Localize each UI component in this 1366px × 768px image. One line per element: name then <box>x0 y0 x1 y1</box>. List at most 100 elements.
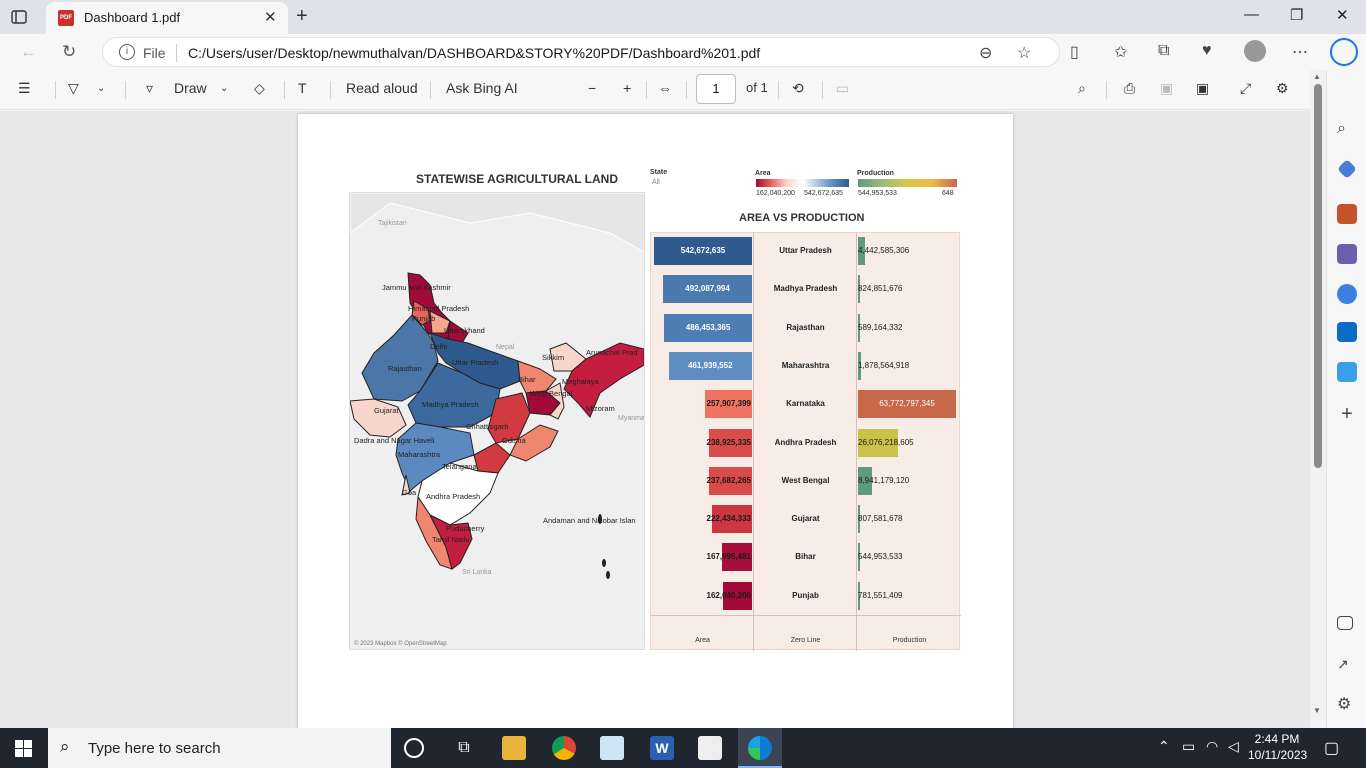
browser-essentials-icon[interactable]: ♥ <box>1202 42 1212 59</box>
minimize-icon[interactable]: — <box>1244 6 1259 23</box>
state-label: Rajasthan <box>786 322 825 332</box>
url-text[interactable]: C:/Users/user/Desktop/newmuthalvan/DASHB… <box>188 45 761 61</box>
area-bar[interactable] <box>708 428 752 457</box>
edge-taskbar-button[interactable] <box>738 728 782 768</box>
task-view-icon[interactable]: ⧉ <box>458 739 470 756</box>
zoom-out-icon[interactable]: − <box>588 80 597 96</box>
production-bar[interactable] <box>858 275 860 304</box>
scroll-down-icon[interactable]: ▼ <box>1313 706 1321 715</box>
close-window-icon[interactable]: ✕ <box>1336 7 1349 24</box>
settings-gear-icon[interactable]: ⚙ <box>1276 80 1289 96</box>
print-icon[interactable]: ⎙ <box>1124 80 1136 96</box>
wifi-icon[interactable]: ◠ <box>1206 738 1219 754</box>
hide-sidebar-icon[interactable] <box>1337 616 1353 630</box>
state-filter-value[interactable]: All <box>652 179 660 186</box>
file-explorer-icon[interactable] <box>502 736 526 760</box>
refresh-icon[interactable]: ↻ <box>62 42 77 61</box>
search-icon[interactable]: ⌕ <box>1337 120 1346 137</box>
area-bar[interactable] <box>663 275 752 304</box>
eraser-icon[interactable]: ◇ <box>254 80 265 96</box>
page-view-icon[interactable]: ▭ <box>836 80 850 96</box>
area-vs-production-chart[interactable]: 542,672,635 Uttar Pradesh 4,442,585,306 492… <box>650 232 961 651</box>
area-bar[interactable] <box>721 543 752 572</box>
zero-line-column-header: Zero Line <box>790 637 821 644</box>
contents-icon[interactable]: ☰ <box>18 80 31 96</box>
taskbar-clock[interactable]: 2:44 PM 10/11/2023 <box>1248 731 1307 763</box>
production-bar[interactable] <box>858 505 860 534</box>
highlight-icon[interactable]: ▽ <box>68 80 79 96</box>
zoom-icon[interactable]: ⊖ <box>979 45 993 62</box>
info-icon[interactable]: i <box>119 44 135 60</box>
fit-width-icon[interactable]: ⇔ <box>658 80 672 96</box>
split-screen-icon[interactable]: ▯ <box>1070 44 1079 61</box>
microsoft-365-icon[interactable] <box>1337 284 1357 304</box>
collections-icon[interactable]: ⧉ <box>1158 42 1170 59</box>
rotate-icon[interactable]: ⟲ <box>792 80 804 96</box>
chevron-down-icon[interactable]: ⌄ <box>97 83 106 94</box>
close-tab-icon[interactable]: ✕ <box>264 9 277 26</box>
notifications-icon[interactable]: ▢ <box>1324 740 1340 757</box>
restore-icon[interactable]: ❐ <box>1290 7 1304 24</box>
area-bar[interactable] <box>711 505 752 534</box>
sidebar-settings-icon[interactable]: ⚙ <box>1337 696 1352 713</box>
zoom-in-icon[interactable]: + <box>623 80 632 96</box>
windows-start-icon[interactable] <box>15 740 32 757</box>
battery-icon[interactable]: ▭ <box>1182 738 1196 754</box>
word-icon[interactable]: W <box>650 736 674 760</box>
photos-icon[interactable] <box>698 736 722 760</box>
scrollbar-thumb[interactable] <box>1314 84 1322 468</box>
production-bar[interactable] <box>858 428 899 457</box>
back-icon[interactable]: ← <box>20 42 37 61</box>
favorite-star-icon[interactable]: ☆ <box>1017 45 1032 62</box>
vertical-scrollbar[interactable]: ▲ ▼ <box>1310 70 1326 720</box>
volume-icon[interactable]: ◁ <box>1228 738 1239 754</box>
area-bar[interactable] <box>709 466 752 495</box>
send-icon[interactable] <box>1337 362 1357 382</box>
new-tab-icon[interactable]: + <box>296 5 308 27</box>
pdf-viewer[interactable]: STATEWISE AGRICULTURAL LAND <box>0 111 1310 734</box>
save-icon[interactable]: ▣ <box>1160 80 1174 96</box>
tab-dashboard-pdf[interactable]: PDF Dashboard 1.pdf ✕ <box>46 2 288 34</box>
area-bar[interactable] <box>668 351 752 380</box>
add-sidebar-icon[interactable]: + <box>1341 403 1353 425</box>
profile-avatar[interactable] <box>1244 40 1266 62</box>
save-as-icon[interactable]: ▣ <box>1196 80 1210 96</box>
draw-button[interactable]: Draw <box>174 80 207 96</box>
production-bar[interactable] <box>858 581 860 610</box>
production-bar[interactable] <box>858 466 872 495</box>
scroll-up-icon[interactable]: ▲ <box>1313 72 1321 81</box>
shopping-tag-icon[interactable] <box>1337 159 1357 179</box>
production-bar[interactable] <box>858 390 956 419</box>
area-bar[interactable] <box>722 581 752 610</box>
chevron-down-icon[interactable]: ⌄ <box>220 83 229 94</box>
snipping-tool-icon[interactable] <box>600 736 624 760</box>
taskbar-search-box[interactable]: ⌕ Type here to search <box>48 728 391 768</box>
bing-copilot-icon[interactable] <box>1330 38 1358 66</box>
text-box-icon[interactable]: T <box>298 80 307 96</box>
read-aloud-button[interactable]: Read aloud <box>346 80 418 96</box>
production-bar[interactable] <box>858 351 861 380</box>
favorites-icon[interactable]: ✩ <box>1114 44 1128 61</box>
production-bar[interactable] <box>858 313 860 342</box>
india-map[interactable]: Tajikistan Nepal Myanma Sri Lanka Jammu … <box>349 192 645 650</box>
open-external-icon[interactable]: ↗ <box>1337 656 1349 672</box>
production-bar[interactable] <box>858 543 860 572</box>
more-menu-icon[interactable]: ⋯ <box>1292 44 1308 61</box>
tab-actions-icon[interactable] <box>10 8 28 26</box>
tools-icon[interactable] <box>1337 204 1357 224</box>
ask-bing-button[interactable]: Ask Bing AI <box>446 80 518 96</box>
games-icon[interactable] <box>1337 244 1357 264</box>
chrome-icon[interactable] <box>552 736 576 760</box>
address-bar[interactable]: i File C:/Users/user/Desktop/newmuthalva… <box>102 37 1060 67</box>
fullscreen-icon[interactable]: ⤢ <box>1240 80 1252 96</box>
outlook-icon[interactable] <box>1337 322 1357 342</box>
production-bar[interactable] <box>858 237 865 265</box>
search-icon[interactable]: ⌕ <box>1078 80 1086 96</box>
cortana-icon[interactable] <box>404 738 424 758</box>
show-hidden-icons-icon[interactable]: ⌃ <box>1158 738 1170 754</box>
draw-icon[interactable]: ▿ <box>146 80 154 96</box>
area-bar[interactable] <box>654 237 752 265</box>
page-number-input[interactable]: 1 <box>696 74 736 104</box>
area-bar[interactable] <box>664 313 752 342</box>
area-bar[interactable] <box>705 390 752 419</box>
